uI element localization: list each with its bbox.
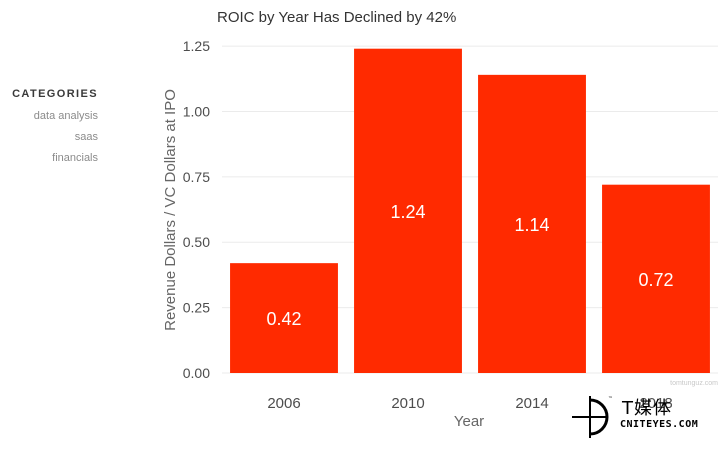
- chart-title: ROIC by Year Has Declined by 42%: [217, 9, 456, 26]
- y-tick-label: 0.00: [183, 365, 210, 381]
- category-link-saas[interactable]: saas: [74, 131, 98, 143]
- data-label: 1.24: [390, 202, 425, 222]
- y-tick-label: 0.25: [183, 300, 210, 316]
- cniteyes-logo: ™ T媒体 CNITEYES.COM: [570, 392, 720, 442]
- y-tick-label: 0.75: [183, 169, 210, 185]
- y-tick-label: 0.50: [183, 234, 210, 250]
- category-link-financials[interactable]: financials: [52, 152, 98, 164]
- x-axis-label: Year: [454, 413, 484, 430]
- categories-sidebar: CATEGORIES data analysis saas financials: [0, 88, 98, 169]
- y-axis-label: Revenue Dollars / VC Dollars at IPO: [162, 89, 179, 331]
- data-label: 1.14: [514, 215, 549, 235]
- category-link-data-analysis[interactable]: data analysis: [33, 110, 98, 122]
- y-tick-label: 1.00: [183, 103, 210, 119]
- logo-text-cn: T媒体: [622, 398, 672, 419]
- bar-2006: [230, 263, 338, 373]
- x-tick-label: 2010: [391, 395, 424, 412]
- y-tick-label: 1.25: [183, 38, 210, 54]
- svg-text:™: ™: [608, 396, 613, 402]
- x-axis-ticks: 2006 2010 2014 2018: [267, 395, 672, 412]
- bars: [230, 48, 710, 373]
- logo-mark-icon: ™: [572, 396, 613, 438]
- data-label: 0.72: [638, 270, 673, 290]
- bar-2018: [602, 184, 710, 373]
- bar-2010: [354, 48, 462, 373]
- x-tick-label: 2006: [267, 395, 300, 412]
- y-axis-ticks: 0.00 0.25 0.50 0.75 1.00 1.25: [183, 38, 210, 381]
- data-label: 0.42: [266, 309, 301, 329]
- data-labels: 0.42 1.24 1.14 0.72: [266, 202, 673, 329]
- logo-text-en: CNITEYES.COM: [620, 419, 699, 430]
- categories-title: CATEGORIES: [12, 88, 98, 100]
- bar-2014: [478, 74, 586, 373]
- x-tick-label: 2018: [639, 395, 672, 412]
- x-tick-label: 2014: [515, 395, 548, 412]
- watermark: tomtunguz.com: [670, 380, 718, 387]
